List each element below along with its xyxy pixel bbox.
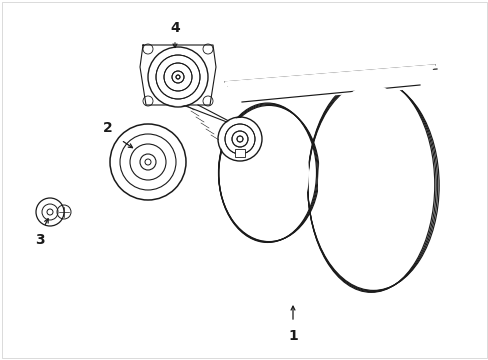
Polygon shape [224,65,434,102]
Bar [235,149,244,157]
Ellipse shape [317,85,425,285]
Text: 1: 1 [287,329,297,343]
Circle shape [219,118,261,160]
Circle shape [149,48,206,106]
Text: 4: 4 [170,21,180,35]
Text: 2: 2 [103,121,113,135]
Text: 3: 3 [35,233,45,247]
Ellipse shape [226,110,308,236]
